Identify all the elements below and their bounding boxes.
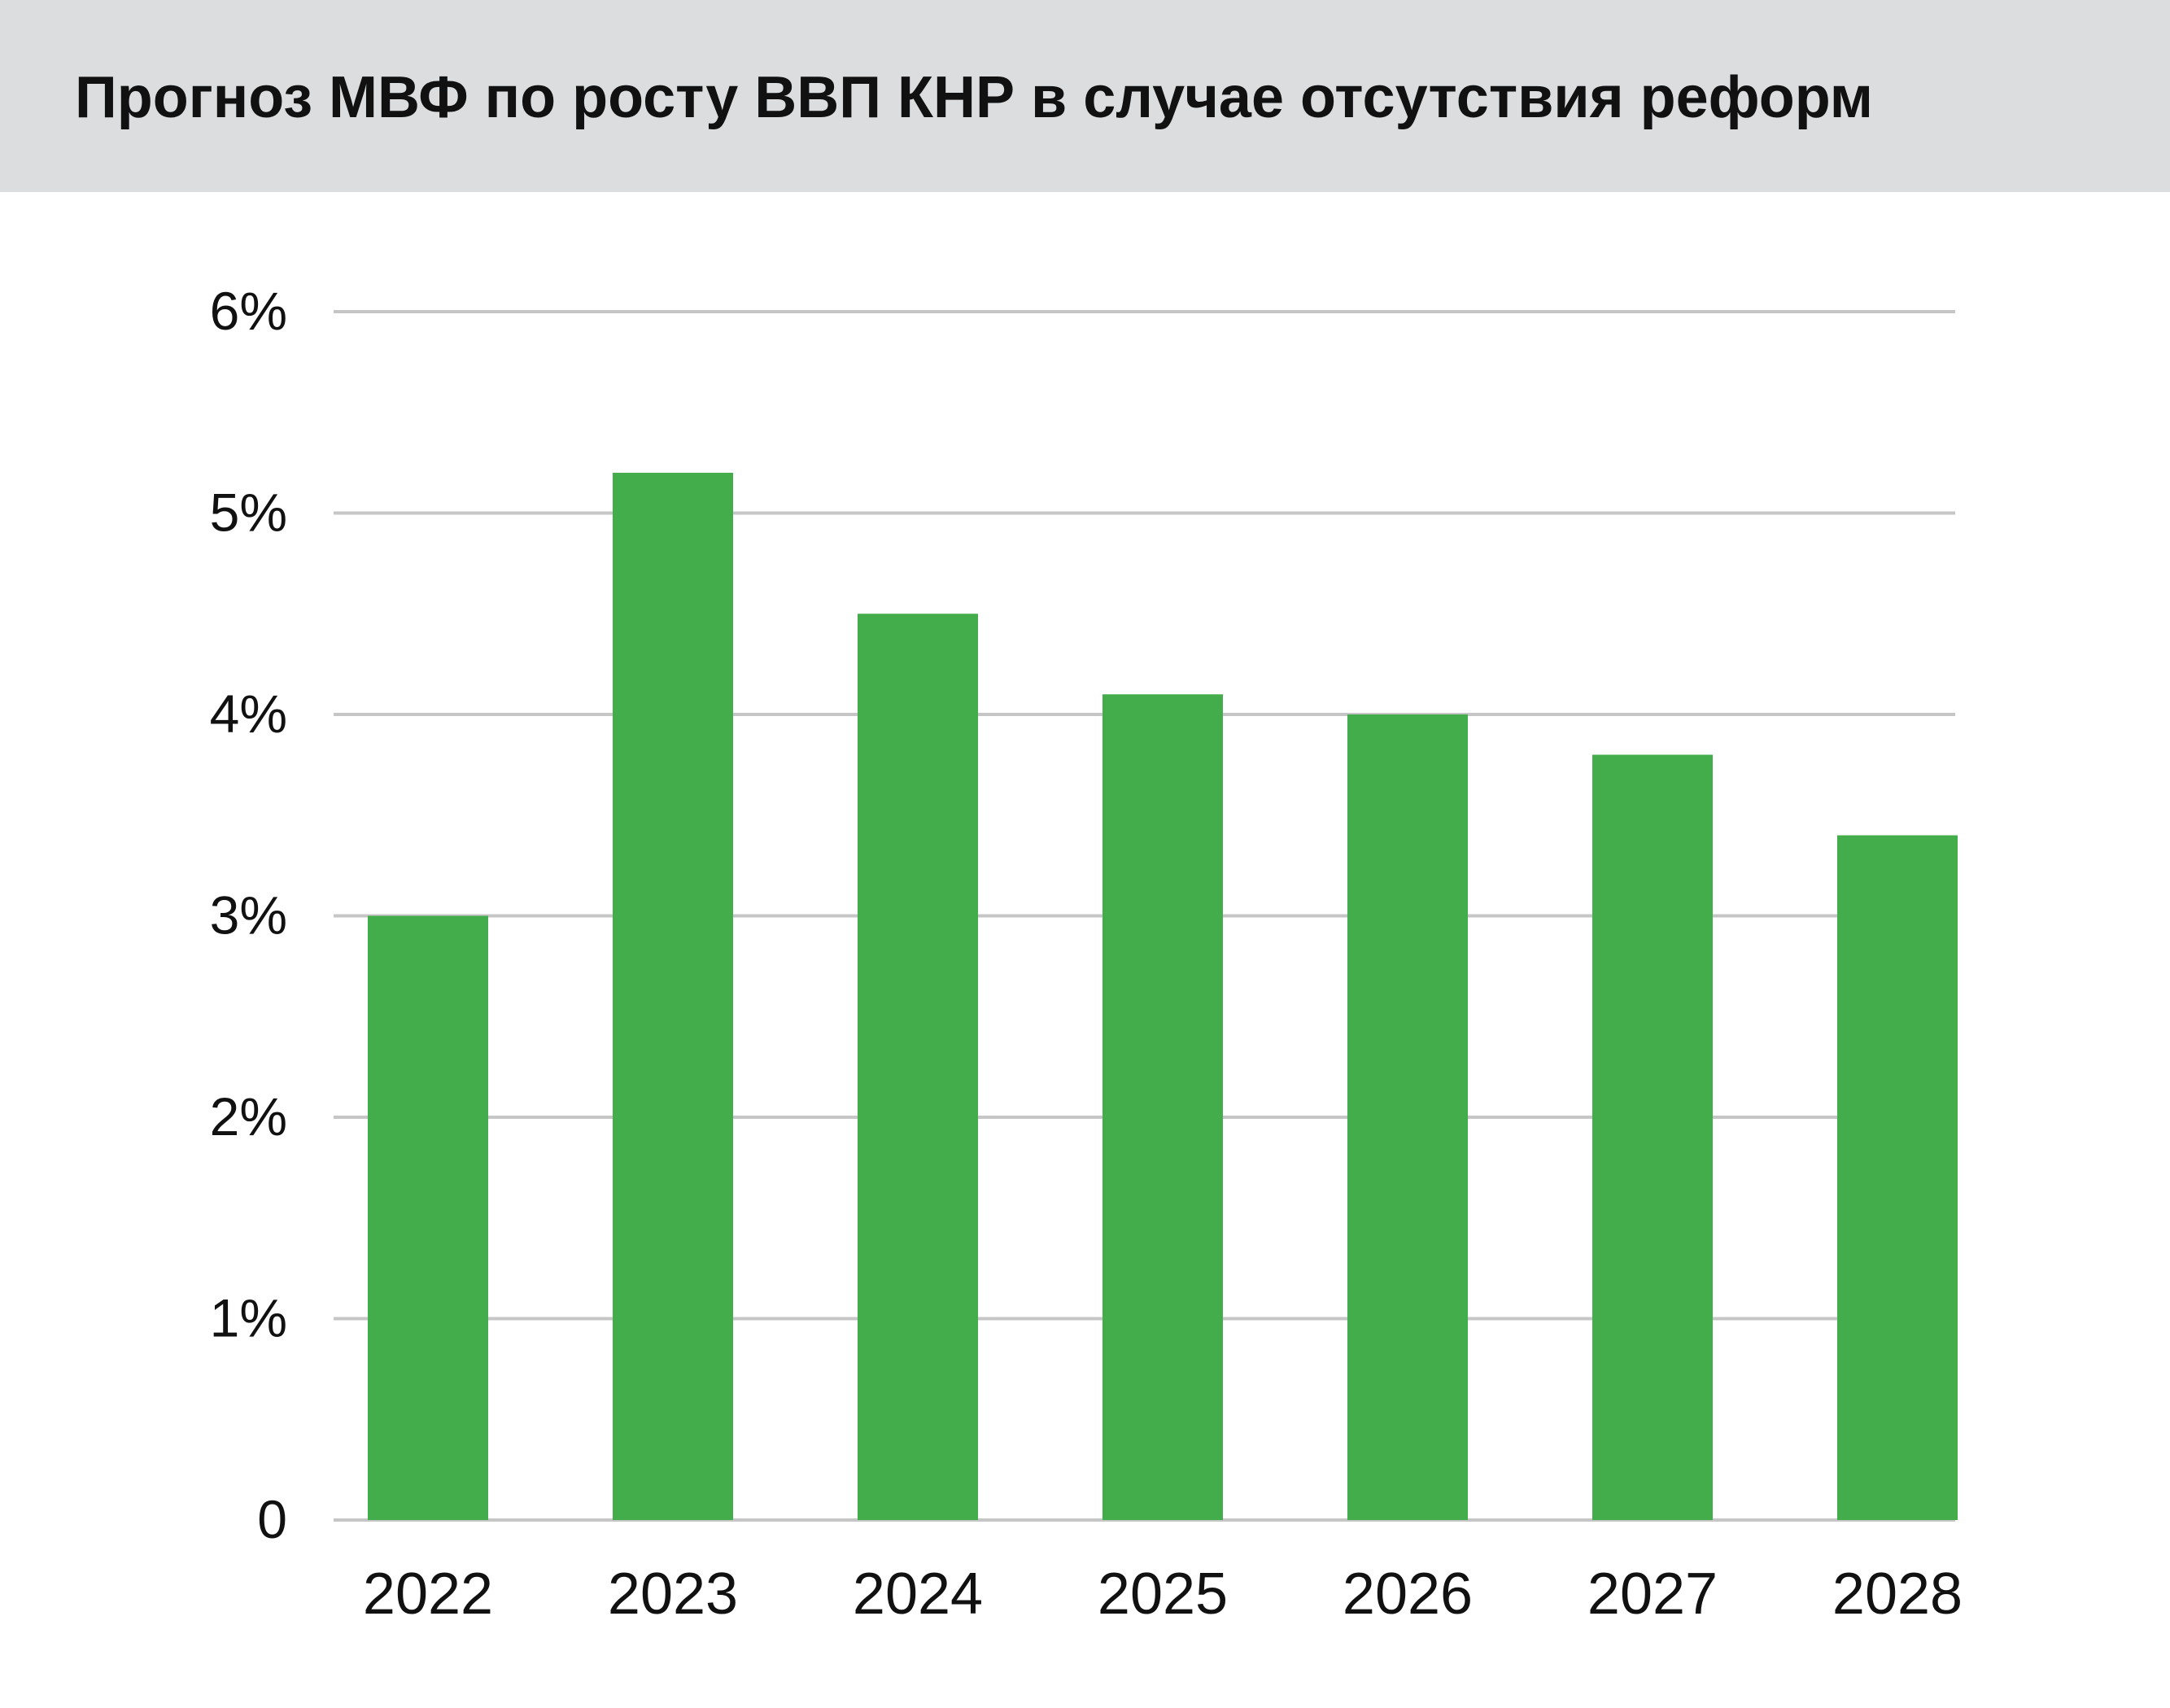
y-tick-label: 1% <box>210 1288 287 1348</box>
y-tick-label: 2% <box>210 1086 287 1147</box>
bar-2026 <box>1347 714 1468 1520</box>
bar-2028 <box>1837 835 1958 1520</box>
bar-2024 <box>858 614 978 1520</box>
bar-2022 <box>368 915 488 1520</box>
y-tick-label: 3% <box>210 885 287 946</box>
y-tick-label: 0 <box>257 1489 287 1549</box>
x-tick-label: 2028 <box>1832 1562 1963 1627</box>
y-tick-label: 6% <box>210 281 287 341</box>
x-tick-label: 2024 <box>853 1562 983 1627</box>
bar-2027 <box>1592 754 1713 1520</box>
x-tick-label: 2026 <box>1343 1562 1473 1627</box>
y-tick-label: 4% <box>210 684 287 744</box>
chart-title: Прогноз МВФ по росту ВВП КНР в случае от… <box>75 65 1873 130</box>
bar-2025 <box>1102 694 1223 1520</box>
y-tick-label: 5% <box>210 483 287 543</box>
x-axis-tick-labels: 2022 2023 2024 2025 2026 2027 2028 <box>363 1562 1963 1627</box>
x-tick-label: 2025 <box>1098 1562 1228 1627</box>
x-tick-label: 2022 <box>363 1562 493 1627</box>
title-banner: Прогноз МВФ по росту ВВП КНР в случае от… <box>0 0 2170 192</box>
x-tick-label: 2027 <box>1587 1562 1718 1627</box>
x-tick-label: 2023 <box>608 1562 738 1627</box>
bar-2023 <box>613 473 733 1520</box>
bars <box>368 473 1958 1520</box>
y-axis-tick-labels: 0 1% 2% 3% 4% 5% 6% <box>210 281 287 1549</box>
